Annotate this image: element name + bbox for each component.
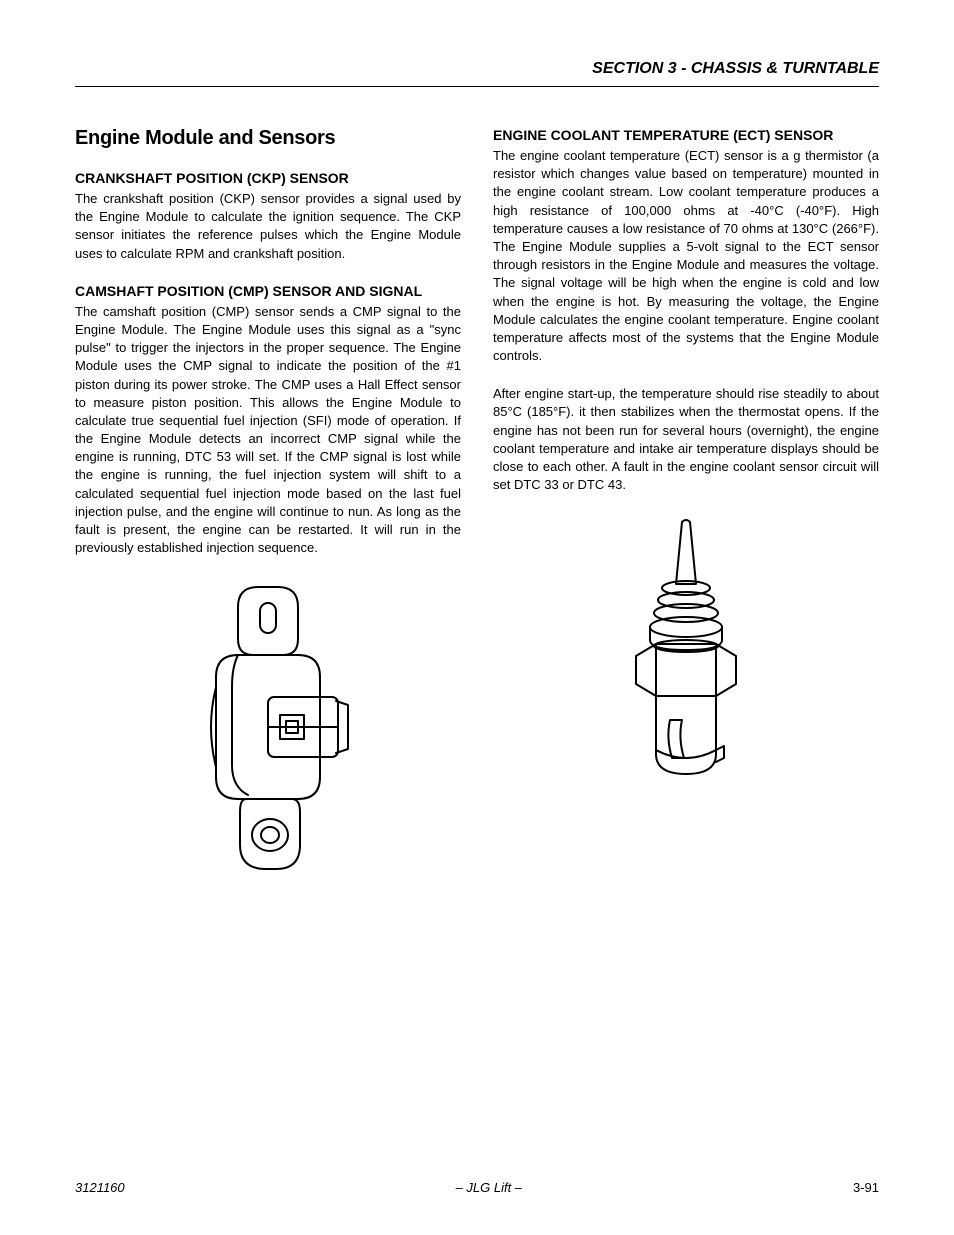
- ect-paragraph-2: After engine start-up, the temperature s…: [493, 385, 879, 494]
- page-footer: 3121160 – JLG Lift – 3-91: [75, 1180, 879, 1195]
- ect-sensor-figure: [493, 514, 879, 819]
- cmp-sensor-icon: [168, 577, 368, 897]
- ect-sensor-icon: [606, 514, 766, 814]
- right-column: ENGINE COOLANT TEMPERATURE (ECT) SENSOR …: [493, 127, 879, 902]
- footer-brand: – JLG Lift –: [456, 1180, 522, 1195]
- ect-paragraph-1: The engine coolant temperature (ECT) sen…: [493, 147, 879, 365]
- two-column-layout: Engine Module and Sensors CRANKSHAFT POS…: [75, 127, 879, 902]
- page-header: SECTION 3 - CHASSIS & TURNTABLE: [75, 60, 879, 87]
- footer-page-number: 3-91: [853, 1180, 879, 1195]
- footer-doc-number: 3121160: [75, 1180, 125, 1195]
- cmp-sensor-figure: [75, 577, 461, 902]
- cmp-heading: CAMSHAFT POSITION (CMP) SENSOR AND SIGNA…: [75, 283, 461, 299]
- left-column: Engine Module and Sensors CRANKSHAFT POS…: [75, 127, 461, 902]
- cmp-paragraph: The camshaft position (CMP) sensor sends…: [75, 303, 461, 558]
- ect-heading: ENGINE COOLANT TEMPERATURE (ECT) SENSOR: [493, 127, 879, 143]
- section-title: Engine Module and Sensors: [75, 127, 461, 150]
- ckp-heading: CRANKSHAFT POSITION (CKP) SENSOR: [75, 170, 461, 186]
- ckp-paragraph: The crankshaft position (CKP) sensor pro…: [75, 190, 461, 263]
- section-header-text: SECTION 3 - CHASSIS & TURNTABLE: [592, 60, 879, 77]
